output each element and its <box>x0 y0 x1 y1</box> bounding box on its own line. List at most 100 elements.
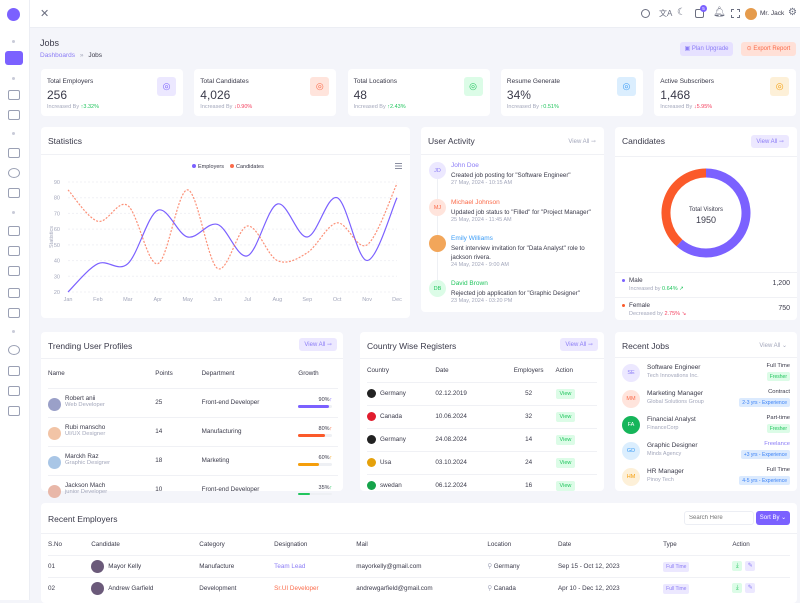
view-button[interactable]: View <box>555 458 576 468</box>
sidebar-item-info[interactable] <box>8 168 20 178</box>
mail[interactable]: mayorkelly@gmail.com <box>356 554 488 577</box>
sidebar-item-table[interactable] <box>8 226 20 236</box>
view-button[interactable]: View <box>555 481 576 492</box>
mail[interactable]: andrewgarfield@gmail.com <box>356 576 488 599</box>
download-icon[interactable]: ⤓ <box>732 561 743 571</box>
sidebar-item-briefcase[interactable] <box>8 148 20 158</box>
activity-user[interactable]: David Brown <box>451 280 488 287</box>
sidebar-item-gift[interactable] <box>8 308 20 318</box>
job-item[interactable]: FA Financial Analyst FinanceCorp Part-ti… <box>622 414 790 438</box>
search-icon[interactable] <box>641 9 650 18</box>
candidate-name[interactable]: Andrew Garfield <box>108 584 154 592</box>
sort-by-button[interactable]: Sort By ⌄ <box>756 511 790 525</box>
data-point[interactable] <box>186 236 189 239</box>
data-point[interactable] <box>276 259 279 262</box>
job-title[interactable]: Financial Analyst <box>647 416 696 423</box>
edit-icon[interactable]: ✎ <box>745 583 756 594</box>
donut-slice-female[interactable] <box>661 168 707 247</box>
data-point[interactable] <box>67 291 70 294</box>
activity-user[interactable]: Michael Johnson <box>451 199 500 206</box>
data-point[interactable] <box>276 203 279 206</box>
data-point[interactable] <box>216 267 219 270</box>
donut-slice-male[interactable] <box>676 168 751 258</box>
profile-name[interactable]: Rubi manscho <box>65 423 106 431</box>
export-report-button[interactable]: ⊙ Export Report <box>741 42 796 56</box>
candidate-name[interactable]: Mayor Kelly <box>108 562 142 570</box>
sidebar-item-compass[interactable] <box>8 345 20 355</box>
activity-user[interactable]: John Doe <box>451 162 479 169</box>
data-point[interactable] <box>306 236 309 239</box>
job-item[interactable]: MM Marketing Manager Global Solutions Gr… <box>622 388 790 412</box>
logo-icon[interactable] <box>7 8 20 21</box>
data-point[interactable] <box>126 204 129 207</box>
data-point[interactable] <box>246 225 249 228</box>
job-type: Full Time <box>766 363 790 369</box>
avatar[interactable] <box>745 8 757 20</box>
hamburger-icon[interactable] <box>395 163 402 169</box>
data-point[interactable] <box>67 188 70 191</box>
calendar-icon[interactable] <box>695 9 704 18</box>
data-point[interactable] <box>96 262 99 265</box>
view-all-dropdown[interactable]: View All ⌄ <box>759 343 787 349</box>
gear-icon[interactable]: ⚙ <box>788 7 797 18</box>
sidebar-item-layers[interactable] <box>8 110 20 120</box>
sidebar-item-chart[interactable] <box>8 386 20 396</box>
profile-name[interactable]: Jackson Mach <box>65 481 106 489</box>
sidebar-item-list[interactable] <box>8 406 20 416</box>
activity-user[interactable]: Emily Williams <box>451 235 493 242</box>
data-point[interactable] <box>126 262 129 265</box>
sidebar-item-dashboard[interactable] <box>5 51 23 65</box>
sidebar-item-card[interactable] <box>8 366 20 376</box>
data-point[interactable] <box>186 188 189 191</box>
sidebar-item-inbox[interactable] <box>8 246 20 256</box>
view-button[interactable]: View <box>555 389 576 399</box>
job-item[interactable]: GD Graphic Designer Minds Agency Freelan… <box>622 440 790 464</box>
country-name: Germany <box>380 390 406 398</box>
view-button[interactable]: View <box>555 412 576 422</box>
data-point[interactable] <box>246 254 249 257</box>
data-point[interactable] <box>156 209 159 212</box>
edit-icon[interactable]: ✎ <box>745 561 756 571</box>
candidates-card: Candidates View All ⇾ Total Visitors 195… <box>615 127 797 320</box>
job-item[interactable]: HM HR Manager Pinoy Tech Full Time 4-5 y… <box>622 466 790 490</box>
download-icon[interactable]: ⤓ <box>732 583 743 594</box>
close-icon[interactable]: ✕ <box>40 8 50 20</box>
data-point[interactable] <box>306 251 309 254</box>
view-all-button[interactable]: View All ⇾ <box>751 135 789 148</box>
legend-label[interactable]: Employers <box>198 164 224 170</box>
job-title[interactable]: Software Engineer <box>647 364 701 371</box>
view-all-button[interactable]: View All ⇾ <box>299 338 337 351</box>
view-all-button[interactable]: View All ⇾ <box>560 338 598 351</box>
data-point[interactable] <box>96 220 99 223</box>
sidebar-item-apps[interactable] <box>8 90 20 100</box>
job-title[interactable]: Marketing Manager <box>647 390 703 397</box>
data-point[interactable] <box>396 182 399 185</box>
data-point[interactable] <box>216 223 219 226</box>
fullscreen-icon[interactable] <box>731 9 740 18</box>
job-title[interactable]: Graphic Designer <box>647 442 698 449</box>
view-button[interactable]: View <box>555 435 576 445</box>
data-point[interactable] <box>156 262 159 265</box>
profile-name[interactable]: Robert anii <box>65 394 96 402</box>
legend-label[interactable]: Candidates <box>236 164 264 170</box>
moon-icon[interactable]: ☾ <box>677 7 686 18</box>
profile-name[interactable]: Marckh Raz <box>65 452 99 460</box>
search-input[interactable] <box>684 511 754 525</box>
data-point[interactable] <box>336 196 339 199</box>
bell-icon[interactable]: 🔔︎ <box>713 7 726 18</box>
job-title[interactable]: HR Manager <box>647 468 684 475</box>
plan-upgrade-button[interactable]: ▣ Plan Upgrade <box>680 42 733 56</box>
data-point[interactable] <box>396 196 399 199</box>
breadcrumb-dashboards[interactable]: Dashboards <box>40 52 76 59</box>
sidebar-item-award[interactable] <box>8 288 20 298</box>
data-point[interactable] <box>336 221 339 224</box>
view-all-link[interactable]: View All ⇾ <box>568 139 596 145</box>
sidebar-item-mail[interactable] <box>8 188 20 198</box>
data-point[interactable] <box>366 243 369 246</box>
growth-bar <box>298 492 333 495</box>
data-point[interactable] <box>366 259 369 262</box>
translate-icon[interactable]: 文A <box>659 9 673 18</box>
sidebar-item-pen[interactable] <box>8 266 20 276</box>
job-item[interactable]: SE Software Engineer Tech Innovations In… <box>622 362 790 386</box>
user-name[interactable]: Mr. Jack <box>760 10 785 17</box>
